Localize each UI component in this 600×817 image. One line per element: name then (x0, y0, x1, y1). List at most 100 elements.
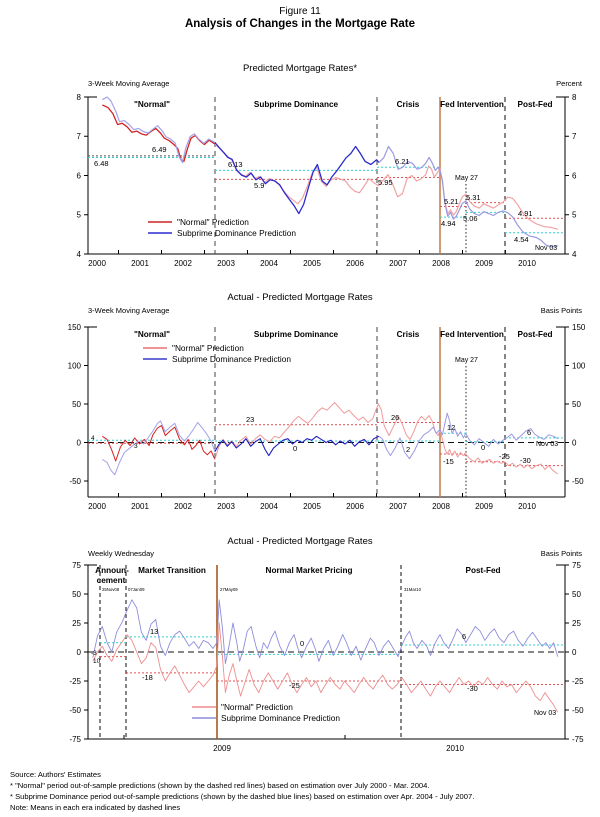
svg-text:Subprime Dominance Prediction: Subprime Dominance Prediction (177, 228, 296, 238)
footnote-means: Note: Means in each era indicated by das… (10, 803, 181, 812)
svg-text:May 27: May 27 (455, 175, 478, 182)
svg-text:0: 0 (481, 443, 485, 452)
svg-text:2003: 2003 (217, 259, 235, 268)
footnote-source: Source: Authors' Estimates (10, 770, 101, 779)
svg-text:12: 12 (447, 423, 455, 432)
svg-text:Crisis: Crisis (397, 330, 420, 339)
footnotes: Source: Authors' Estimates * "Normal" pe… (10, 769, 595, 813)
svg-text:2010: 2010 (446, 744, 464, 753)
footnote-subprime-period: * Subprime Dominance period out-of-sampl… (10, 792, 475, 801)
svg-text:7: 7 (77, 132, 82, 141)
svg-text:2005: 2005 (303, 259, 321, 268)
svg-text:Nov 03: Nov 03 (534, 710, 556, 717)
svg-text:Subprime Dominance: Subprime Dominance (254, 330, 339, 339)
svg-text:-25: -25 (289, 681, 300, 690)
svg-text:5: 5 (572, 211, 577, 220)
svg-text:4: 4 (91, 435, 95, 442)
chart1-right-axis-note: Percent (556, 79, 582, 88)
svg-text:cement: cement (97, 576, 126, 585)
figure-title: Analysis of Changes in the Mortgage Rate (184, 18, 416, 30)
svg-text:100: 100 (68, 361, 82, 370)
svg-text:2007: 2007 (389, 259, 407, 268)
svg-text:4: 4 (77, 250, 82, 259)
svg-text:5.95: 5.95 (378, 178, 393, 187)
svg-text:7: 7 (572, 132, 577, 141)
svg-text:75: 75 (572, 561, 581, 570)
svg-text:-25: -25 (69, 677, 81, 686)
svg-text:0: 0 (572, 438, 577, 447)
svg-text:25Nov08: 25Nov08 (102, 587, 120, 592)
svg-text:2010: 2010 (518, 502, 536, 511)
svg-text:2000: 2000 (88, 502, 106, 511)
svg-text:Fed Intervention: Fed Intervention (440, 330, 504, 339)
svg-text:"Normal" Prediction: "Normal" Prediction (172, 343, 244, 353)
svg-text:25: 25 (72, 619, 81, 628)
svg-text:2007: 2007 (389, 502, 407, 511)
chart3-right-axis-note: Basis Points (540, 549, 582, 558)
chart1-predicted-rates-canvas: 8 8 7 7 6 6 5 5 4 4 2000 2001 2002 2003 2004 2005 2006 20… (77, 93, 577, 268)
svg-text:150: 150 (572, 323, 586, 332)
svg-text:Crisis: Crisis (397, 100, 420, 109)
svg-text:-75: -75 (572, 735, 584, 744)
svg-text:-3: -3 (91, 650, 97, 657)
svg-text:Subprime Dominance Prediction: Subprime Dominance Prediction (172, 354, 291, 364)
chart3-left-axis-note: Weekly Wednesday (88, 549, 155, 558)
svg-text:Announ-: Announ- (95, 566, 129, 575)
svg-text:2: 2 (406, 445, 410, 454)
svg-text:Market Transition: Market Transition (138, 566, 206, 575)
svg-text:25: 25 (572, 619, 581, 628)
svg-text:5.31: 5.31 (466, 193, 481, 202)
svg-text:5.9: 5.9 (254, 181, 264, 190)
svg-text:Nov 03: Nov 03 (536, 441, 558, 448)
svg-text:5: 5 (77, 211, 82, 220)
svg-text:2009: 2009 (213, 744, 231, 753)
svg-text:-50: -50 (572, 477, 584, 486)
svg-text:5.06: 5.06 (463, 214, 478, 223)
svg-text:75: 75 (72, 561, 81, 570)
svg-text:6: 6 (527, 428, 531, 437)
chart2-right-axis-note: Basis Points (540, 306, 582, 315)
svg-text:2006: 2006 (346, 502, 364, 511)
svg-text:2010: 2010 (518, 259, 536, 268)
svg-text:6.49: 6.49 (152, 145, 167, 154)
svg-text:2006: 2006 (346, 259, 364, 268)
svg-text:"Normal": "Normal" (134, 330, 170, 339)
svg-text:2004: 2004 (260, 259, 278, 268)
svg-text:2008: 2008 (432, 259, 450, 268)
svg-text:-25: -25 (499, 452, 510, 461)
svg-text:6.48: 6.48 (94, 159, 109, 168)
svg-text:0: 0 (77, 438, 82, 447)
svg-text:23: 23 (246, 415, 254, 424)
svg-text:6: 6 (77, 171, 82, 180)
svg-text:May 27: May 27 (455, 357, 478, 364)
svg-text:-15: -15 (443, 457, 454, 466)
svg-text:8: 8 (77, 93, 82, 102)
svg-text:100: 100 (572, 361, 586, 370)
svg-text:2008: 2008 (432, 502, 450, 511)
svg-text:2001: 2001 (131, 502, 149, 511)
svg-text:2001: 2001 (131, 259, 149, 268)
chart2-title: Actual - Predicted Mortgage Rates (227, 292, 373, 303)
svg-text:-50: -50 (572, 706, 584, 715)
svg-text:Post-Fed: Post-Fed (465, 566, 500, 575)
svg-text:2002: 2002 (174, 502, 192, 511)
svg-text:13: 13 (150, 627, 158, 636)
svg-text:150: 150 (68, 323, 82, 332)
svg-text:-50: -50 (69, 706, 81, 715)
svg-text:2003: 2003 (217, 502, 235, 511)
svg-text:5.21: 5.21 (444, 197, 459, 206)
svg-text:-25: -25 (572, 677, 584, 686)
svg-text:4.54: 4.54 (514, 235, 529, 244)
svg-text:Normal Market Pricing: Normal Market Pricing (266, 566, 353, 575)
svg-text:-50: -50 (69, 477, 81, 486)
svg-text:"Normal" Prediction: "Normal" Prediction (221, 702, 293, 712)
svg-text:2009: 2009 (475, 502, 493, 511)
svg-text:Subprime Dominance Prediction: Subprime Dominance Prediction (221, 713, 340, 723)
chart3-title: Actual - Predicted Mortgage Rates (227, 536, 373, 547)
svg-text:-18: -18 (142, 673, 153, 682)
svg-text:Post-Fed: Post-Fed (517, 330, 552, 339)
svg-text:-30: -30 (520, 456, 531, 465)
svg-text:4.91: 4.91 (518, 209, 533, 218)
